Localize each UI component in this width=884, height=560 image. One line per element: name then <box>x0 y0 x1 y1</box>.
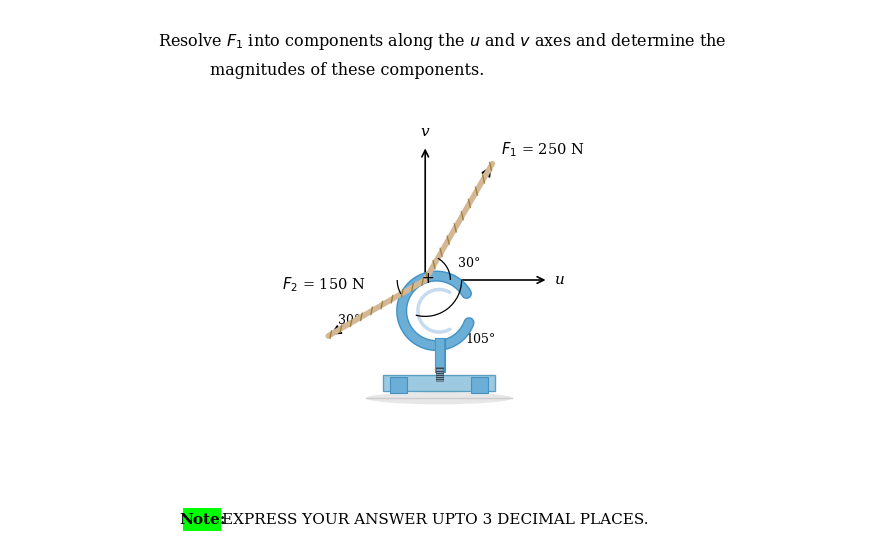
Ellipse shape <box>366 392 512 404</box>
Text: $F_2$ = 150 N: $F_2$ = 150 N <box>282 276 366 294</box>
Text: 30°: 30° <box>339 314 361 326</box>
Text: EXPRESS YOUR ANSWER UPTO 3 DECIMAL PLACES.: EXPRESS YOUR ANSWER UPTO 3 DECIMAL PLACE… <box>223 513 649 526</box>
FancyBboxPatch shape <box>383 375 495 391</box>
FancyBboxPatch shape <box>391 377 408 393</box>
FancyBboxPatch shape <box>183 508 221 531</box>
Text: 105°: 105° <box>466 333 496 346</box>
Text: $F_1$ = 250 N: $F_1$ = 250 N <box>501 141 584 159</box>
Text: u: u <box>555 273 565 287</box>
Bar <box>436 367 443 381</box>
Text: v: v <box>421 125 430 139</box>
Text: Resolve $F_1$ into components along the $u$ and $v$ axes and determine the: Resolve $F_1$ into components along the … <box>158 31 726 52</box>
Text: +: + <box>422 272 434 286</box>
FancyBboxPatch shape <box>471 377 488 393</box>
Text: Note:: Note: <box>179 513 225 526</box>
Text: magnitudes of these components.: magnitudes of these components. <box>210 62 484 78</box>
Text: 30°: 30° <box>458 257 480 270</box>
